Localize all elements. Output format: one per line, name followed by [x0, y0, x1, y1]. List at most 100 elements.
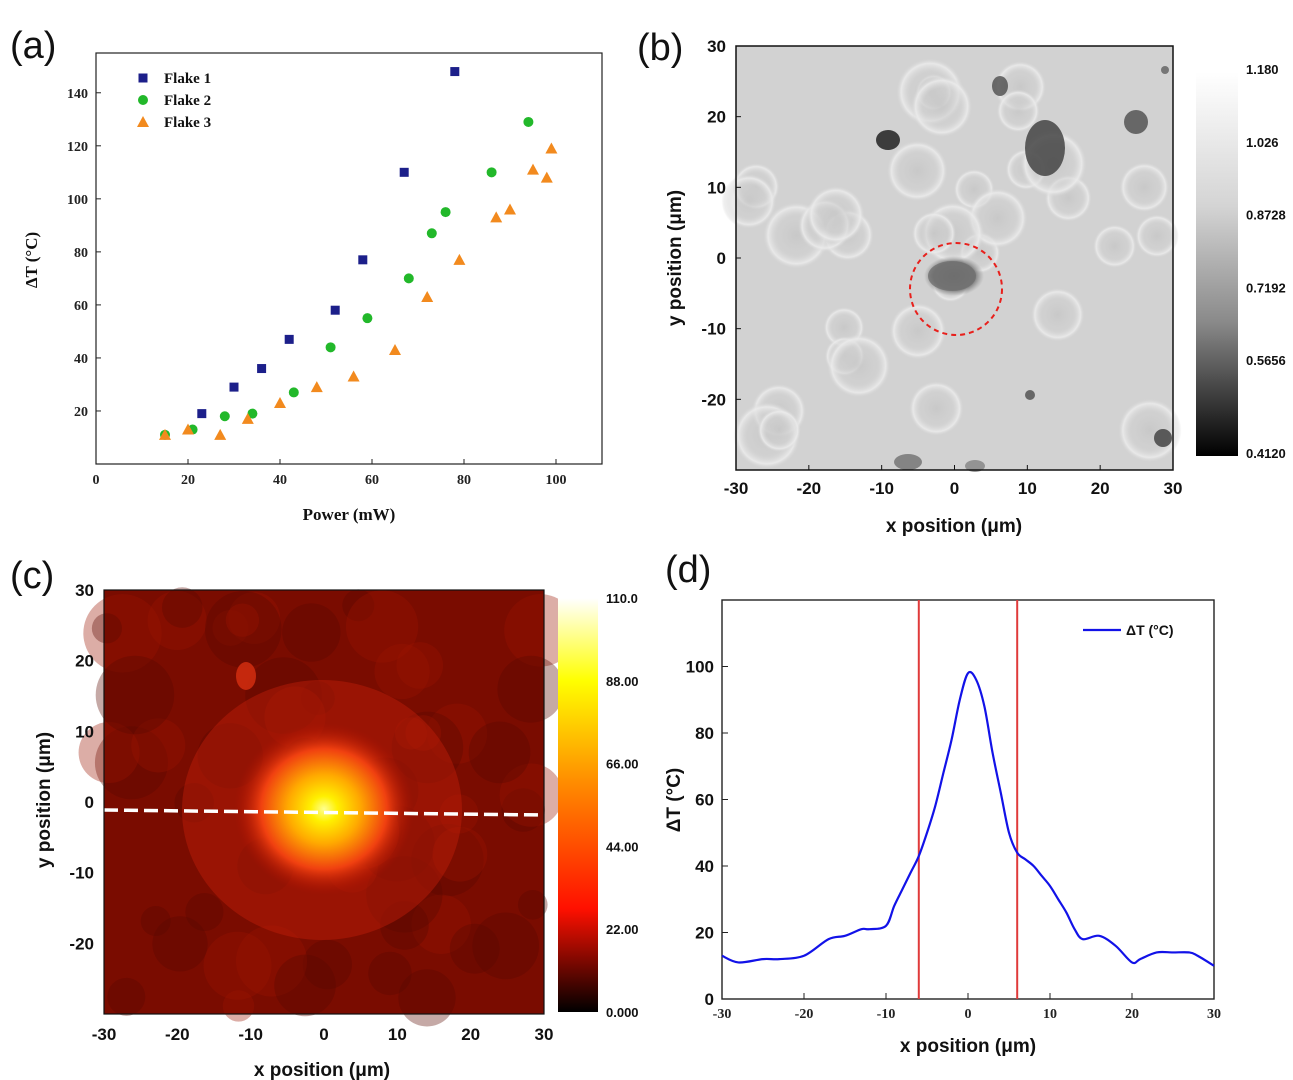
y-axis-title-b: y position (μm)	[665, 190, 686, 326]
x-tick-label-d: 20	[1125, 1007, 1139, 1022]
y-tick-label-c: 10	[75, 722, 94, 741]
dark-flake	[876, 130, 900, 150]
heat-blob	[394, 717, 428, 750]
heat-blob	[345, 590, 419, 663]
legend-marker-flake-3	[137, 116, 149, 127]
point-flake-1	[284, 334, 294, 344]
point-flake-2	[362, 313, 373, 324]
x-tick-label-a: 60	[365, 473, 379, 488]
y-tick-label-c: 20	[75, 652, 94, 671]
x-axis-title-a: Power (mW)	[303, 505, 396, 524]
texture-ring	[886, 140, 948, 202]
dark-flake	[992, 76, 1008, 96]
colorbar-label-c: 22.00	[606, 922, 639, 937]
heat-blob	[405, 715, 442, 751]
heat-blob	[366, 856, 443, 933]
y-tick-label-a: 40	[74, 352, 88, 367]
heat-blob	[374, 643, 430, 700]
target-flake-core	[928, 261, 976, 291]
x-tick-label-b: -30	[724, 479, 749, 498]
colorbar-b	[1196, 72, 1238, 456]
y-tick-label-c: -10	[69, 864, 94, 883]
plot-frame-d	[721, 599, 1215, 1000]
dark-flake	[1161, 66, 1169, 74]
texture-ring	[908, 381, 964, 436]
y-tick-label-c: 0	[85, 793, 94, 812]
legend-marker-flake-2	[138, 95, 148, 105]
heat-blob	[432, 826, 488, 882]
y-tick-label-b: 10	[707, 178, 726, 197]
x-tick-label-b: 10	[1018, 479, 1037, 498]
x-tick-label-a: 80	[457, 473, 471, 488]
heat-blob	[245, 657, 322, 734]
y-tick-label-d: 100	[686, 658, 714, 677]
heat-blob	[449, 923, 500, 974]
heat-blob	[472, 912, 540, 980]
colorbar-label-c: 88.00	[606, 674, 639, 689]
point-flake-1	[358, 255, 368, 265]
dark-flake	[965, 460, 985, 472]
heat-spot	[236, 662, 256, 690]
heatmap-c: -30 -20 -10 0 10 20 30 -20 -10 0 10 20 30 110.0 88.00…	[34, 581, 639, 1080]
heat-blob	[468, 721, 531, 784]
point-flake-2	[247, 408, 258, 419]
dark-flake	[894, 454, 922, 470]
heat-blob	[140, 905, 171, 936]
texture-ring	[889, 302, 947, 360]
y-tick-label-d: 20	[695, 924, 714, 943]
y-axis-title-c: y position (μm)	[34, 732, 55, 868]
y-tick-label-b: -20	[701, 390, 726, 409]
heat-blob	[499, 763, 563, 827]
heat-blob	[439, 794, 479, 834]
colorbar-c	[558, 598, 598, 1012]
texture-ring	[757, 408, 802, 453]
point-flake-2	[325, 342, 336, 353]
heat-blob	[91, 613, 122, 644]
texture-ring	[721, 173, 777, 229]
x-tick-label-c: -10	[238, 1025, 263, 1044]
texture-ring	[1092, 224, 1137, 268]
legend-label-d: ΔT (°C)	[1126, 622, 1174, 638]
dark-flake	[1124, 110, 1148, 134]
heat-blob	[380, 901, 429, 950]
point-flake-3	[214, 428, 227, 440]
colorbar-label-c: 66.00	[606, 757, 639, 772]
x-tick-label-c: 30	[535, 1025, 554, 1044]
heat-texture-c	[78, 587, 577, 1027]
y-tick-label-b: 30	[707, 37, 726, 56]
point-flake-3	[241, 412, 254, 424]
colorbar-label-b: 0.4120	[1246, 446, 1286, 461]
heat-blob	[152, 916, 208, 972]
x-tick-label-b: -10	[869, 479, 894, 498]
texture-ring	[1135, 214, 1179, 258]
point-flake-3	[490, 211, 503, 223]
point-flake-3	[310, 381, 323, 393]
y-tick-label-a: 140	[67, 87, 88, 102]
heat-blob	[398, 969, 456, 1027]
y-tick-label-b: 0	[717, 249, 726, 268]
texture-ring	[827, 333, 891, 398]
point-flake-3	[421, 290, 434, 302]
point-flake-3	[159, 428, 171, 440]
point-flake-1	[257, 364, 267, 374]
colorbar-label-c: 0.000	[606, 1005, 639, 1020]
x-axis-title-c: x position (μm)	[254, 1060, 390, 1080]
heat-blob	[501, 788, 545, 832]
heat-blob	[203, 931, 272, 1000]
point-flake-3	[540, 171, 553, 183]
dark-flake	[1025, 390, 1035, 400]
heat-blob	[411, 823, 484, 897]
x-tick-label-a: 20	[181, 473, 195, 488]
y-axis-title-a: ΔT (°C)	[22, 232, 41, 288]
profile-line-c	[103, 808, 545, 817]
legend-marker-flake-1	[138, 73, 148, 83]
colorbar-label-b: 1.180	[1246, 62, 1279, 77]
x-tick-label-d: -20	[795, 1007, 814, 1022]
point-flake-1	[197, 409, 207, 419]
x-tick-label-d: 10	[1043, 1007, 1057, 1022]
y-tick-label-d: 40	[695, 857, 714, 876]
point-flake-2	[426, 228, 437, 239]
dark-flake	[1154, 429, 1172, 447]
x-tick-label-b: 20	[1091, 479, 1110, 498]
